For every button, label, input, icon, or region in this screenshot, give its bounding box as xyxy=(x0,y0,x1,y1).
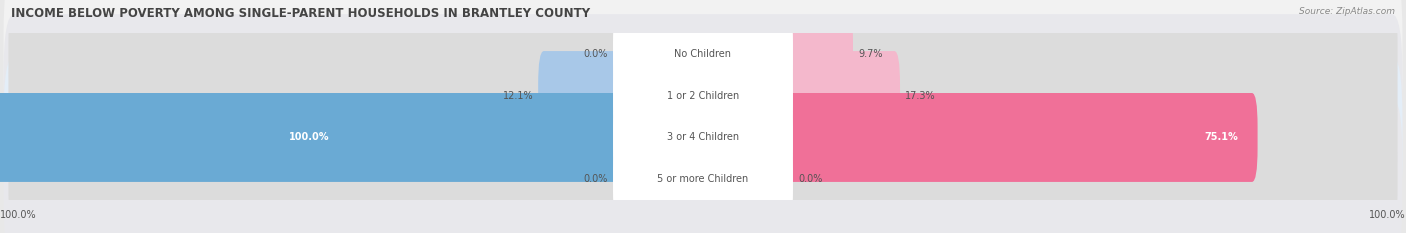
FancyBboxPatch shape xyxy=(782,9,853,98)
Text: No Children: No Children xyxy=(675,49,731,58)
Text: 75.1%: 75.1% xyxy=(1204,133,1237,142)
FancyBboxPatch shape xyxy=(8,9,624,98)
Text: 100.0%: 100.0% xyxy=(1369,210,1406,220)
FancyBboxPatch shape xyxy=(3,0,1403,135)
FancyBboxPatch shape xyxy=(782,9,1398,98)
FancyBboxPatch shape xyxy=(8,135,624,224)
FancyBboxPatch shape xyxy=(782,51,900,140)
FancyBboxPatch shape xyxy=(538,51,624,140)
FancyBboxPatch shape xyxy=(0,93,624,182)
FancyBboxPatch shape xyxy=(613,51,793,140)
FancyBboxPatch shape xyxy=(782,135,1398,224)
FancyBboxPatch shape xyxy=(613,93,793,182)
FancyBboxPatch shape xyxy=(782,93,1257,182)
Text: 12.1%: 12.1% xyxy=(502,91,533,100)
FancyBboxPatch shape xyxy=(3,14,1403,177)
FancyBboxPatch shape xyxy=(3,56,1403,219)
Text: 0.0%: 0.0% xyxy=(583,49,609,58)
Text: 5 or more Children: 5 or more Children xyxy=(658,175,748,184)
FancyBboxPatch shape xyxy=(8,51,624,140)
Text: 17.3%: 17.3% xyxy=(905,91,935,100)
Text: Source: ZipAtlas.com: Source: ZipAtlas.com xyxy=(1299,7,1395,16)
Text: 0.0%: 0.0% xyxy=(799,175,823,184)
Text: 0.0%: 0.0% xyxy=(583,175,609,184)
FancyBboxPatch shape xyxy=(782,93,1398,182)
Text: 100.0%: 100.0% xyxy=(290,133,329,142)
Text: 9.7%: 9.7% xyxy=(858,49,883,58)
FancyBboxPatch shape xyxy=(613,135,793,224)
FancyBboxPatch shape xyxy=(613,9,793,98)
Text: 100.0%: 100.0% xyxy=(0,210,37,220)
Text: 1 or 2 Children: 1 or 2 Children xyxy=(666,91,740,100)
FancyBboxPatch shape xyxy=(8,93,624,182)
FancyBboxPatch shape xyxy=(782,51,1398,140)
FancyBboxPatch shape xyxy=(3,98,1403,233)
Text: 3 or 4 Children: 3 or 4 Children xyxy=(666,133,740,142)
Text: INCOME BELOW POVERTY AMONG SINGLE-PARENT HOUSEHOLDS IN BRANTLEY COUNTY: INCOME BELOW POVERTY AMONG SINGLE-PARENT… xyxy=(11,7,591,20)
